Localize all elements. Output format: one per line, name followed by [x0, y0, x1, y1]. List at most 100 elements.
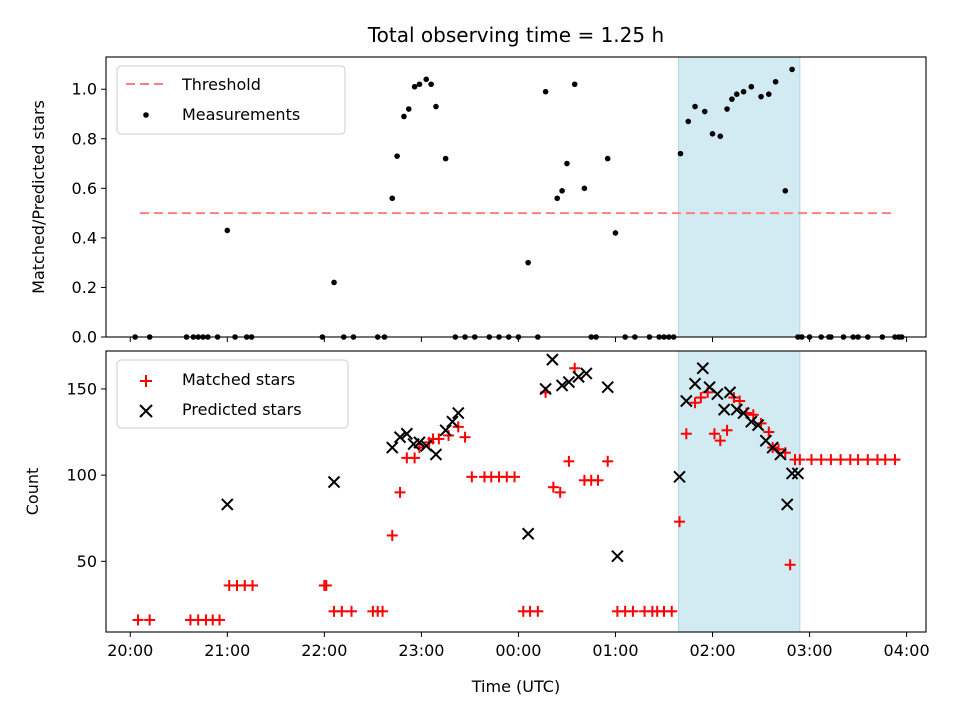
top-legend: Threshold Measurements — [116, 65, 346, 135]
measurement-point — [442, 155, 449, 162]
top-y-tick-label: 0.6 — [72, 179, 97, 198]
matched-star-point — [532, 605, 544, 617]
predicted-star-point — [539, 382, 552, 396]
measurement-point — [772, 78, 779, 85]
measurement-point — [789, 66, 795, 73]
measurement-point — [423, 76, 430, 83]
matched-star-point — [214, 614, 226, 626]
bottom-legend: Matched stars Predicted stars — [116, 359, 349, 429]
predicted-star-point — [555, 379, 569, 392]
predicted-star-b — [723, 386, 737, 399]
measurement-point — [433, 103, 439, 110]
matched-star-point — [627, 605, 639, 617]
predicted-star-point — [745, 415, 758, 428]
predicted-star-b — [555, 379, 569, 392]
predicted-star-point — [546, 353, 559, 366]
matched-star-point — [666, 605, 678, 617]
measurement-point — [331, 279, 337, 286]
measurement-point — [677, 150, 684, 157]
top-x-axis-ticks — [129, 337, 908, 342]
matched-star-point — [466, 471, 478, 483]
legend-measurements-swatch — [143, 112, 149, 118]
predicted-star-b — [221, 498, 234, 511]
predicted-star-b — [751, 418, 765, 432]
top-panel: 0.0 0.2 0.4 0.6 0.8 1.0 Total observing time … — [29, 23, 927, 347]
measurement-point — [724, 106, 730, 112]
predicted-star-point — [781, 498, 794, 511]
x-axis-label: Time (UTC) — [471, 677, 560, 696]
predicted-star-point — [446, 415, 459, 428]
x-tick-label: 23:00 — [398, 641, 444, 660]
matched-star-point — [433, 433, 445, 445]
matched-stars-points — [132, 362, 901, 626]
measurement-point — [428, 81, 434, 88]
top-y-tick-label: 0.2 — [72, 278, 97, 297]
top-y-axis-label: Matched/Predicted stars — [29, 100, 48, 294]
x-tick-label: 01:00 — [592, 641, 638, 660]
measurement-point — [709, 131, 716, 137]
predicted-star-point — [562, 375, 576, 389]
matched-star-point — [734, 395, 746, 407]
matched-star-point — [708, 428, 720, 440]
predicted-star-b — [572, 370, 585, 384]
predicted-star-b — [781, 498, 794, 511]
measurement-point — [224, 227, 231, 234]
predicted-star-point — [774, 448, 787, 461]
measurement-point — [405, 106, 412, 112]
predicted-star-b — [759, 434, 773, 447]
bottom-y-axis-ticks: 50 100 150 — [66, 379, 106, 571]
measurement-point — [525, 259, 531, 266]
x-tick-label: 03:00 — [786, 641, 832, 660]
predicted-star-point — [711, 387, 724, 401]
predicted-star-b — [429, 448, 443, 461]
matched-star-point — [680, 428, 692, 440]
predicted-star-b — [717, 403, 731, 416]
predicted-star-point — [521, 527, 535, 540]
predicted-star-point — [572, 370, 585, 384]
top-y-tick-label: 1.0 — [72, 80, 97, 99]
bottom-highlight-span — [678, 350, 801, 633]
legend-matched-label: Matched stars — [182, 370, 295, 389]
top-y-tick-label: 0.8 — [72, 129, 97, 148]
x-tick-label: 00:00 — [495, 641, 541, 660]
top-y-axis-ticks: 0.0 0.2 0.4 0.6 0.8 1.0 — [72, 80, 106, 347]
predicted-star-b — [601, 380, 614, 394]
predicted-star-b — [785, 467, 799, 480]
x-tick-label: 20:00 — [107, 641, 153, 660]
predicted-star-point — [611, 549, 624, 563]
predicted-star-point — [580, 367, 593, 380]
predicted-star-point — [327, 475, 341, 489]
matched-star-point — [835, 454, 847, 466]
measurement-point — [733, 91, 740, 97]
predicted-star-b — [452, 406, 465, 420]
measurement-point — [717, 133, 724, 140]
matched-star-point — [554, 486, 566, 498]
measurement-point — [692, 103, 698, 110]
legend-predicted-label: Predicted stars — [182, 400, 302, 419]
top-y-tick-label: 0.0 — [72, 328, 97, 347]
predicted-star-point — [791, 467, 805, 480]
measurement-point — [559, 188, 565, 194]
x-tick-label: 02:00 — [689, 641, 735, 660]
matched-star-point — [320, 579, 332, 591]
matched-star-point — [509, 471, 521, 483]
predicted-star-point — [717, 403, 731, 416]
predicted-star-b — [439, 424, 452, 437]
matched-star-point — [386, 529, 398, 541]
predicted-star-b — [420, 439, 433, 453]
matched-star-point — [592, 474, 604, 486]
matched-star-point — [784, 559, 796, 571]
measurement-point — [612, 230, 619, 236]
matched-star-point — [409, 452, 421, 464]
predicted-star-point — [785, 467, 799, 480]
measurement-point — [564, 160, 570, 167]
measurement-point — [782, 188, 789, 194]
predicted-star-b — [580, 367, 593, 380]
matched-star-point — [336, 605, 348, 617]
predicted-star-point — [751, 418, 765, 432]
predicted-star-b — [393, 430, 407, 444]
matched-star-point — [602, 455, 614, 467]
predicted-star-b — [791, 467, 805, 480]
measurement-point — [581, 185, 588, 192]
predicted-star-point — [386, 441, 399, 454]
